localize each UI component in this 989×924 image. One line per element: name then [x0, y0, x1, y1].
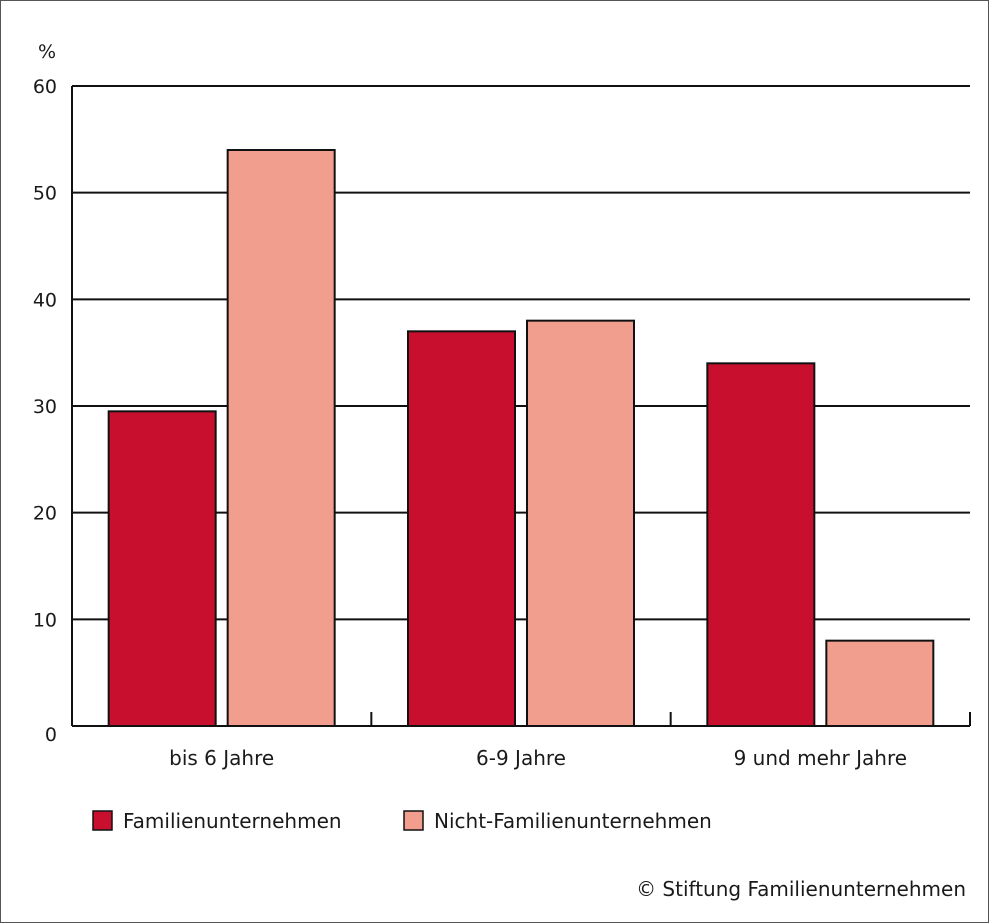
y-tick-label-0: 0 — [45, 724, 57, 746]
legend-swatch-0 — [92, 810, 113, 831]
bar-family-1 — [407, 330, 516, 727]
bars-layer — [107, 149, 935, 728]
legend: Familienunternehmen Nicht-Familienunterne… — [92, 809, 712, 833]
y-tick-label-10: 10 — [33, 609, 57, 631]
grid-layer — [72, 85, 970, 621]
y-tick-label-40: 40 — [33, 289, 57, 311]
bar-nonfamily-2 — [825, 639, 935, 728]
x-category-label-0: bis 6 Jahre — [169, 746, 274, 770]
bar-family-0 — [107, 410, 217, 727]
x-category-label-2: 9 und mehr Jahre — [734, 746, 907, 770]
legend-swatch-1 — [403, 810, 424, 831]
bar-family-2 — [706, 362, 816, 727]
y-tick-label-60: 60 — [33, 76, 57, 98]
bar-nonfamily-1 — [526, 319, 635, 727]
legend-label-1: Nicht-Familienunternehmen — [434, 809, 712, 833]
bar-nonfamily-0 — [226, 149, 336, 727]
y-tick-label-20: 20 — [33, 503, 57, 525]
y-tick-label-50: 50 — [33, 183, 57, 205]
x-category-label-1: 6-9 Jahre — [476, 746, 566, 770]
axis-layer: 0 10 20 30 40 50 60 bis 6 Jahre 6-9 Jahre 9 und m… — [33, 76, 971, 770]
copyright-annotation: © Stiftung Familienunternehmen — [636, 877, 966, 901]
y-axis-unit-label: % — [38, 41, 56, 63]
y-tick-label-30: 30 — [33, 396, 57, 418]
legend-label-0: Familienunternehmen — [123, 809, 342, 833]
